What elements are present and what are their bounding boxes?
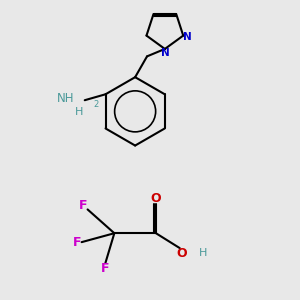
Text: 2: 2: [94, 100, 99, 109]
Text: F: F: [79, 200, 87, 212]
Text: N: N: [161, 48, 170, 59]
Text: N: N: [183, 32, 192, 42]
Text: H: H: [75, 107, 83, 117]
Text: O: O: [176, 247, 187, 260]
Text: F: F: [73, 236, 81, 249]
Text: NH: NH: [57, 92, 74, 105]
Text: H: H: [199, 248, 208, 258]
Text: O: O: [151, 192, 161, 205]
Text: F: F: [101, 262, 110, 275]
